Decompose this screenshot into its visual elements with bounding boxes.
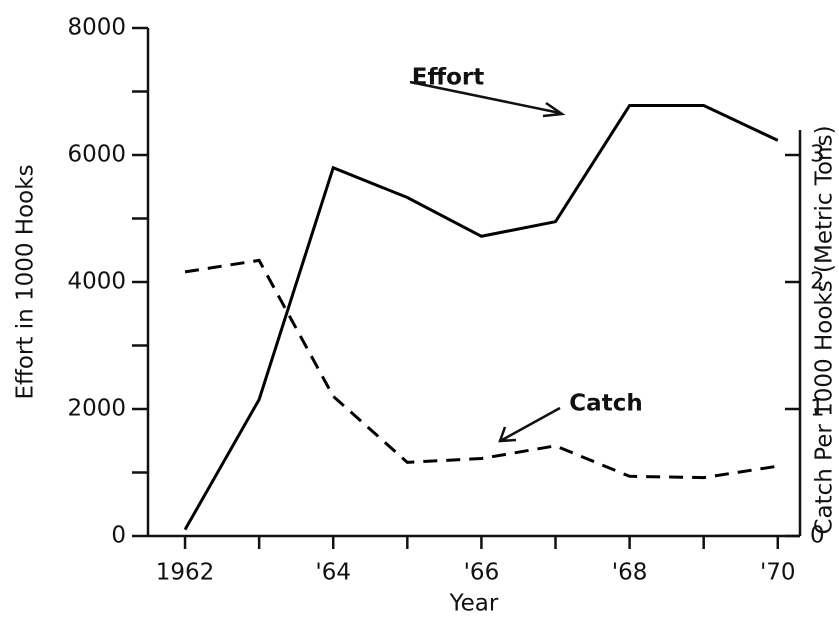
y-tick-label: 2000 [67, 396, 126, 422]
x-tick-label: '64 [315, 560, 351, 586]
annotation-arrow [409, 80, 561, 115]
series-annotation: Catch [569, 391, 642, 417]
x-tick-label: 1962 [156, 560, 215, 586]
y-tick-label: 6000 [67, 142, 126, 168]
series-line [183, 103, 779, 531]
y2-axis-label: Catch Per 1000 Hooks (Metric Tons) [812, 125, 838, 534]
y-tick-label: 0 [111, 523, 126, 549]
x-tick-label: '70 [760, 560, 796, 586]
series-line [184, 258, 779, 480]
y-axis-label: Effort in 1000 Hooks [13, 164, 39, 399]
x-tick-label: '66 [464, 560, 500, 586]
annotation-arrow [501, 406, 561, 442]
series-annotation: Effort [412, 65, 484, 91]
y-tick-label: 4000 [67, 269, 126, 295]
arrow-head [498, 426, 517, 443]
y-tick-label: 8000 [67, 15, 126, 41]
arrow-head [542, 101, 566, 118]
y2-tick-label: 1 [810, 396, 825, 422]
x-axis-label: Year [449, 591, 499, 617]
y2-tick-label: 3 [810, 142, 825, 168]
x-tick-label: '68 [612, 560, 648, 586]
y2-tick-label: 0 [810, 523, 825, 549]
y2-tick-label: 2 [810, 269, 825, 295]
